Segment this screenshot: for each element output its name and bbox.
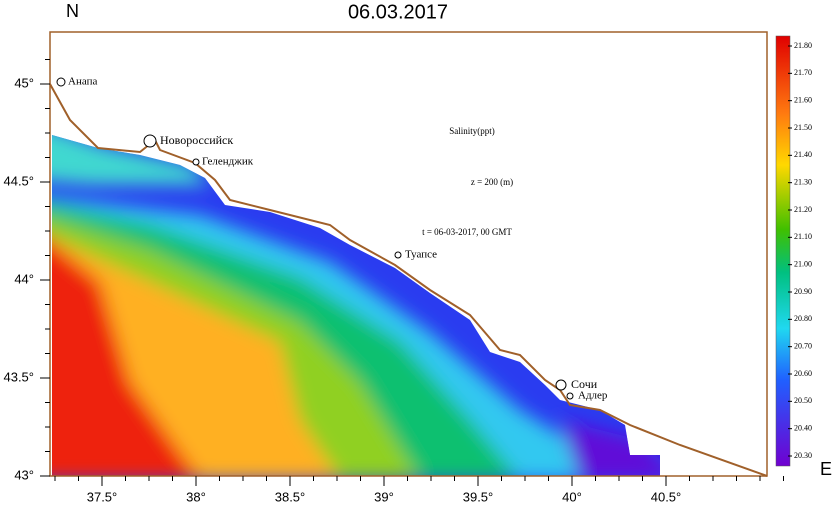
colorbar-label: 21.70	[794, 68, 812, 77]
north-label: N	[66, 1, 79, 21]
colorbar-label: 20.60	[794, 369, 812, 378]
annotation: Salinity(ppt)	[449, 126, 495, 136]
colorbar-label: 21.80	[794, 41, 812, 50]
colorbar	[775, 35, 791, 467]
city-marker	[192, 158, 200, 166]
lon-tick-label: 40.5°	[651, 489, 682, 504]
city-label: Адлер	[578, 390, 608, 402]
city-marker	[555, 379, 567, 391]
annotation: t = 06-03-2017, 00 GMT	[422, 227, 512, 237]
colorbar-label: 21.00	[794, 259, 812, 268]
city-label: Сочи	[571, 377, 598, 391]
lon-tick-label: 39.5°	[463, 489, 494, 504]
colorbar-label: 20.30	[794, 451, 812, 460]
colorbar-label: 20.90	[794, 287, 812, 296]
frame	[49, 31, 768, 477]
colorbar-label: 21.40	[794, 150, 812, 159]
colorbar-label: 20.80	[794, 314, 812, 323]
lat-tick-label: 43°	[14, 467, 34, 482]
lat-tick-label: 43.5°	[3, 369, 34, 384]
colorbar-label: 20.40	[794, 423, 812, 432]
colorbar-label: 20.70	[794, 341, 812, 350]
colorbar-label: 21.20	[794, 205, 812, 214]
lon-tick-label: 38°	[186, 489, 206, 504]
east-label: E	[820, 459, 832, 479]
lon-tick-label: 40°	[562, 489, 582, 504]
city-label: Новороссийск	[160, 133, 233, 147]
lon-tick-label: 39°	[374, 489, 394, 504]
colorbar-label: 20.50	[794, 396, 812, 405]
city-marker	[56, 77, 66, 87]
colorbar-label: 21.30	[794, 177, 812, 186]
lat-tick-label: 44°	[14, 271, 34, 286]
annotation: z = 200 (m)	[471, 177, 513, 187]
lat-tick-label: 44.5°	[3, 173, 34, 188]
city-marker	[394, 251, 402, 259]
city-marker	[566, 392, 574, 400]
city-marker	[143, 134, 157, 148]
colorbar-label: 21.10	[794, 232, 812, 241]
city-label: Геленджик	[202, 156, 254, 168]
lon-tick-label: 38.5°	[275, 489, 306, 504]
city-label: Анапа	[68, 76, 97, 88]
lat-tick-label: 45°	[14, 75, 34, 90]
city-label: Туапсе	[405, 249, 437, 261]
colorbar-label: 21.50	[794, 123, 812, 132]
lon-tick-label: 37.5°	[87, 489, 118, 504]
colorbar-label: 21.60	[794, 95, 812, 104]
title: 06.03.2017	[348, 1, 448, 23]
